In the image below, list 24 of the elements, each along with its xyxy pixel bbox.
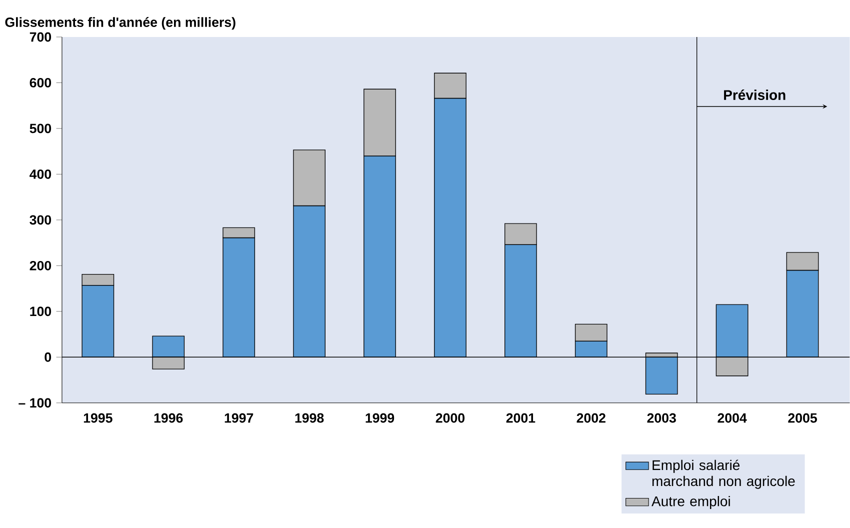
y-axis-title: Glissements fin d'année (en milliers) xyxy=(5,17,236,30)
y-tick-label: – 100 xyxy=(18,398,52,408)
x-tick-label: 2001 xyxy=(506,413,536,423)
y-tick-label: 700 xyxy=(30,32,52,42)
y-tick-label: 200 xyxy=(30,261,52,270)
x-tick-label: 1999 xyxy=(366,413,394,423)
annotation: Prévision xyxy=(724,90,786,100)
x-tick-label: 1996 xyxy=(154,413,183,423)
x-tick-label: 2004 xyxy=(718,413,747,423)
y-tick-label: 100 xyxy=(30,306,52,316)
x-tick-label: 1997 xyxy=(224,413,254,423)
legend-label: Autre emploi xyxy=(652,496,730,510)
legend-label: Emploi salarié marchand non agricole xyxy=(652,460,795,489)
y-tick-label: 500 xyxy=(30,124,52,134)
y-tick-label: 600 xyxy=(30,78,52,88)
y-tick-label: 0 xyxy=(44,352,52,362)
x-tick-label: 1998 xyxy=(295,413,324,423)
x-tick-label: 1995 xyxy=(84,413,112,423)
x-tick-label: 2002 xyxy=(576,413,606,423)
y-tick-label: 400 xyxy=(30,170,52,179)
x-tick-label: 2003 xyxy=(647,413,676,423)
x-tick-label: 2005 xyxy=(788,413,817,423)
x-tick-label: 2000 xyxy=(436,413,465,423)
y-tick-label: 300 xyxy=(30,215,52,225)
